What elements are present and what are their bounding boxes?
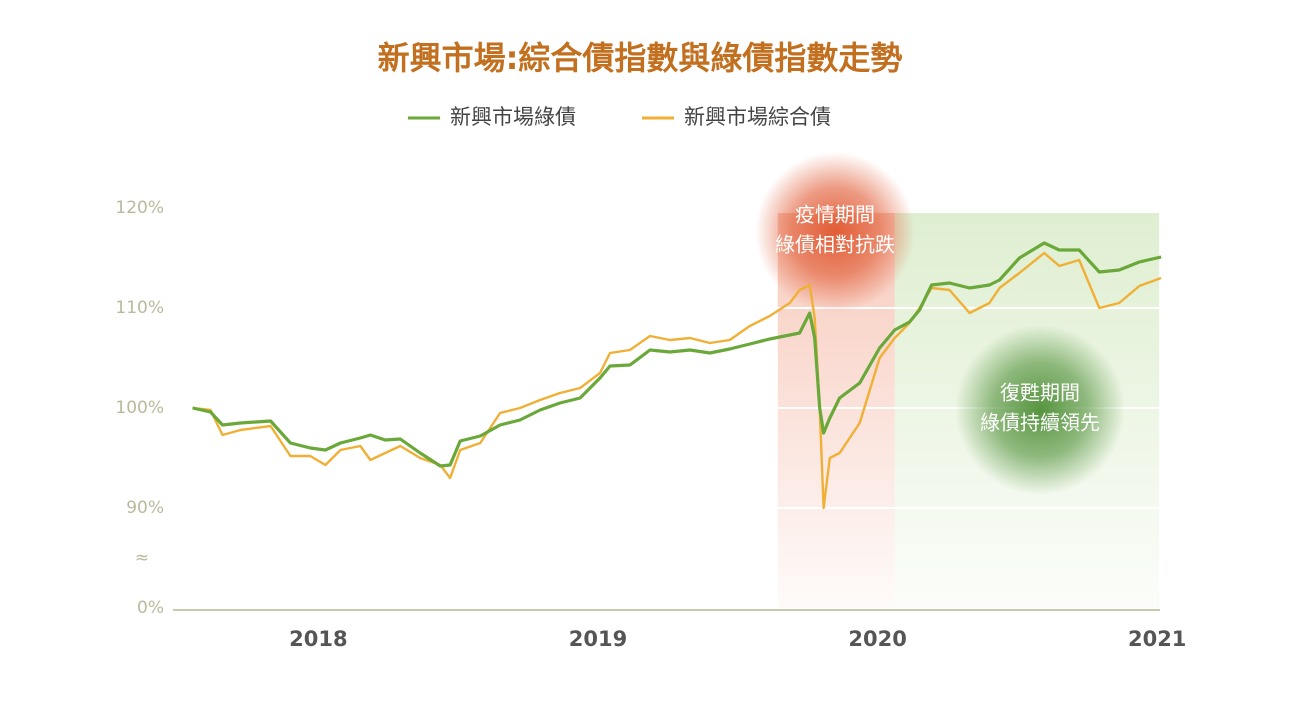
x-tick-label: 2020 [848,627,906,651]
series-line [192,251,1162,510]
y-tick-label: 90% [126,498,164,518]
annotation-glow [955,325,1125,495]
annotation-text: 復甦期間 [1000,381,1080,405]
x-tick-label: 2021 [1128,627,1186,651]
legend-label: 新興市場綠債 [450,105,576,129]
y-tick-label: 100% [115,398,164,418]
annotation-glow [755,152,915,312]
y-tick-label: 110% [115,298,164,318]
annotation-text: 綠債相對抗跌 [775,233,895,257]
series-line [192,241,1162,468]
x-tick-label: 2018 [289,627,347,651]
y-tick-label: 120% [115,198,164,218]
annotation-text: 綠債持續領先 [980,411,1100,435]
axis-break: ≈ [135,548,149,568]
chart-title: 新興市場:綜合債指數與綠債指數走勢 [378,39,903,77]
x-tick-label: 2019 [569,627,627,651]
y-tick-label: 0% [137,598,164,618]
legend-label: 新興市場綜合債 [684,105,831,129]
annotation-text: 疫情期間 [795,203,875,227]
